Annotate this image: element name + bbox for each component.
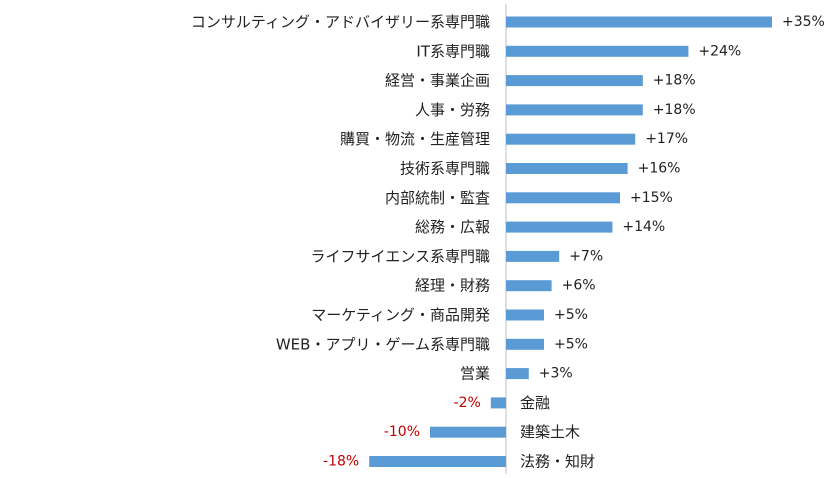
data-label: +18% <box>653 102 696 118</box>
data-label: +24% <box>698 43 741 59</box>
category-label: 人事・労務 <box>415 101 490 119</box>
data-label: -18% <box>323 454 359 470</box>
category-label: WEB・アプリ・ゲーム系専門職 <box>276 335 490 353</box>
bar <box>490 397 506 409</box>
bar <box>506 221 613 233</box>
data-label: +7% <box>569 248 603 264</box>
category-label: 内部統制・監査 <box>385 189 490 207</box>
bar <box>506 338 544 350</box>
category-label: 経理・財務 <box>415 277 490 295</box>
category-label: 法務・知財 <box>520 453 595 471</box>
data-label: -10% <box>384 424 420 440</box>
category-label: 営業 <box>460 365 490 383</box>
bar <box>506 250 560 262</box>
bars-group <box>369 16 772 467</box>
category-label: IT系専門職 <box>416 42 490 60</box>
data-label: +16% <box>638 161 681 177</box>
bar <box>430 426 506 438</box>
category-label: 金融 <box>520 394 550 412</box>
category-label: 建築土木 <box>520 423 580 441</box>
category-label: 購買・物流・生産管理 <box>340 130 490 148</box>
bar <box>506 104 643 116</box>
data-label: -2% <box>454 395 481 411</box>
bar <box>506 45 689 57</box>
bar <box>506 75 643 87</box>
bar <box>506 133 636 145</box>
bar <box>369 456 506 467</box>
data-label: +5% <box>554 336 588 352</box>
bar <box>506 16 772 28</box>
data-label: +35% <box>782 14 825 30</box>
category-label: 総務・広報 <box>415 218 490 236</box>
bar <box>506 368 529 380</box>
category-labels-group: コンサルティング・アドバイザリー系専門職 IT系専門職経営・事業企画人事・労務購買… <box>191 13 595 471</box>
data-label: +15% <box>630 190 673 206</box>
category-label: コンサルティング・アドバイザリー系専門職 <box>191 13 490 31</box>
data-label: +5% <box>554 307 588 323</box>
data-label: +17% <box>645 131 688 147</box>
data-label: +18% <box>653 73 696 89</box>
bar <box>506 309 544 321</box>
category-label: 技術系専門職 <box>400 160 490 178</box>
category-label: 経営・事業企画 <box>385 72 490 90</box>
category-label: ライフサイエンス系専門職 <box>310 247 490 265</box>
data-label: +14% <box>622 219 665 235</box>
data-label: +6% <box>562 278 596 294</box>
category-label: マーケティング・商品開発 <box>311 306 490 324</box>
bar <box>506 280 552 292</box>
bar <box>506 192 620 204</box>
bar <box>506 163 628 174</box>
value-labels-group: +35%+24%+18%+18%+17%+16%+15%+14%+7%+6%+5… <box>323 14 825 470</box>
data-label: +3% <box>539 366 573 382</box>
